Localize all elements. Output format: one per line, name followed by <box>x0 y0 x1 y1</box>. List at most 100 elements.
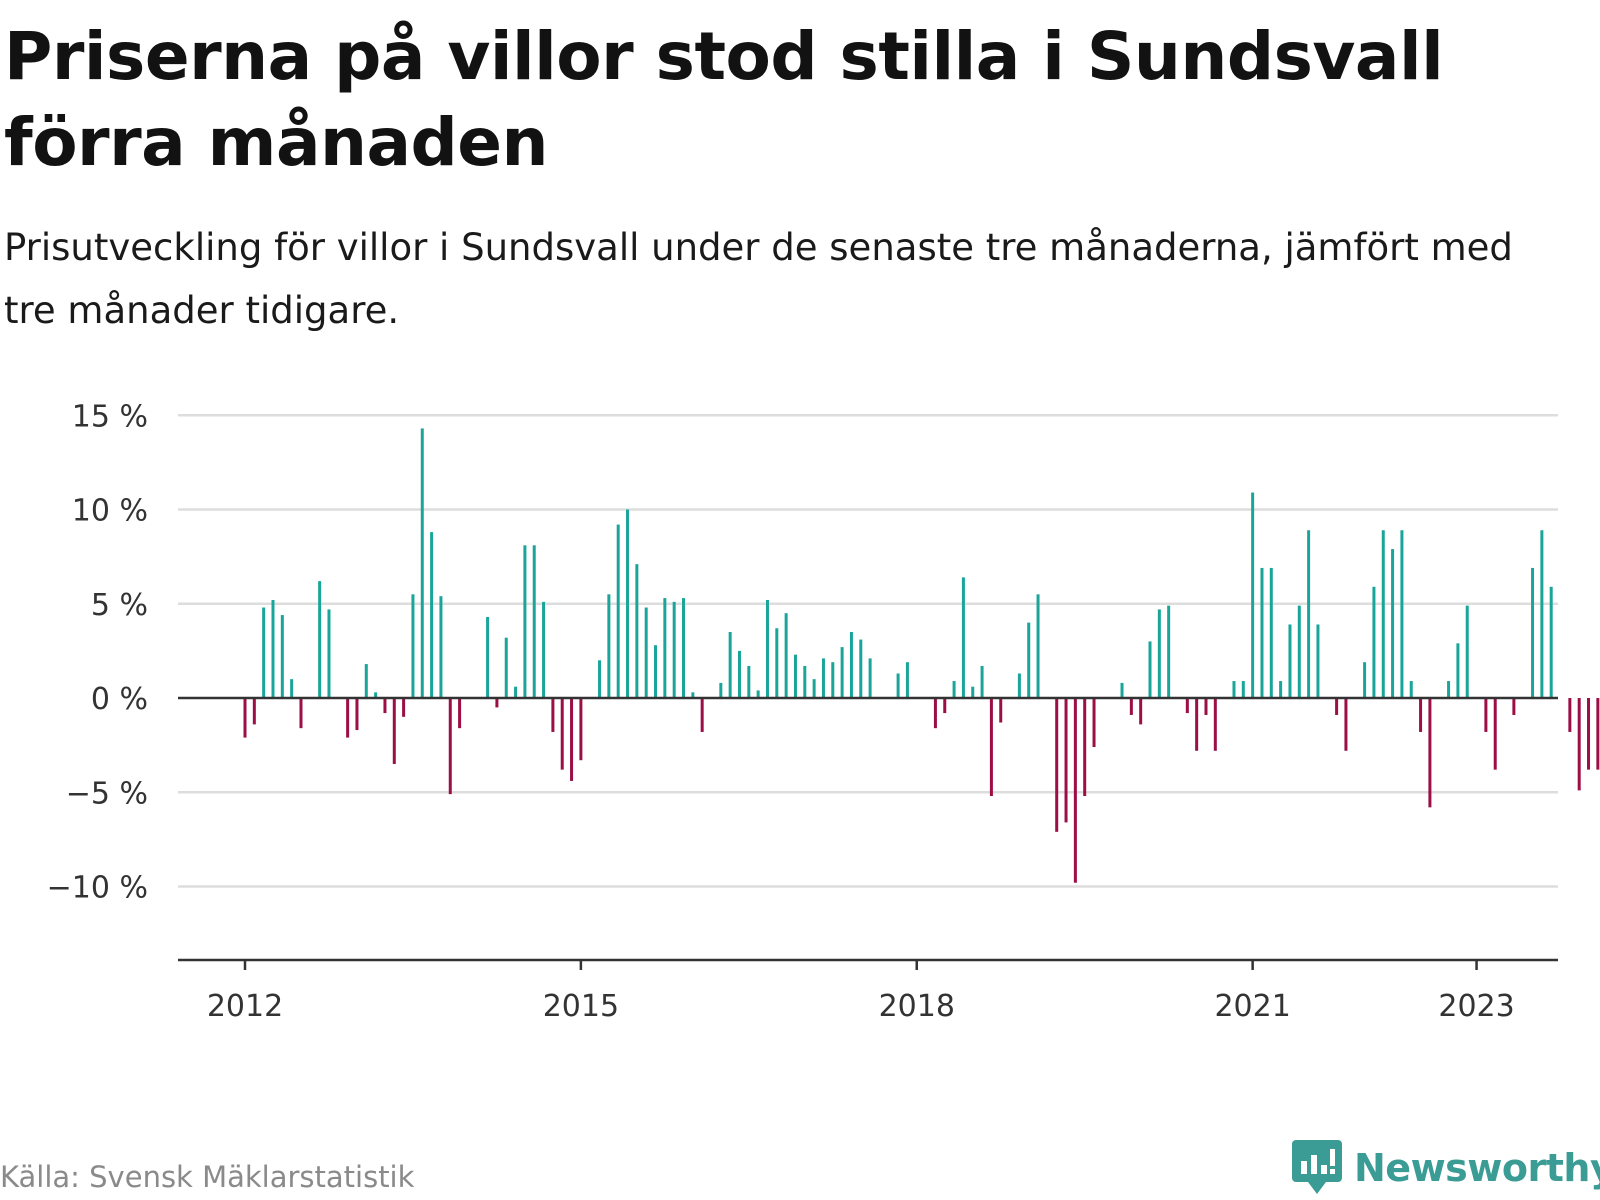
y-tick-label: 5 % <box>91 588 148 623</box>
bar <box>448 698 452 795</box>
bar <box>355 698 359 731</box>
bar <box>458 698 462 729</box>
bar <box>980 665 984 698</box>
bar <box>495 698 499 708</box>
y-axis-labels: 15 % 10 % 5 % 0 % −5 % −10 % <box>47 399 148 905</box>
bar <box>1083 698 1087 797</box>
bar <box>896 673 900 698</box>
bar <box>551 698 555 732</box>
bar <box>1391 549 1395 698</box>
bar <box>514 686 518 698</box>
bar <box>1409 681 1413 698</box>
bar <box>523 545 527 698</box>
bar <box>616 524 620 698</box>
bar <box>486 616 490 698</box>
bar <box>1316 624 1320 698</box>
bar <box>1092 698 1096 748</box>
bar-chart: 15 % 10 % 5 % 0 % −5 % −10 % 2012 2015 2018 2021… <box>47 399 1600 1024</box>
bar <box>635 564 639 698</box>
bar <box>812 679 816 698</box>
bar <box>1540 530 1544 698</box>
bar <box>943 698 947 714</box>
bar <box>1512 698 1516 715</box>
bar <box>290 679 294 698</box>
bar <box>598 660 602 698</box>
y-tick-label: −10 % <box>47 871 148 906</box>
bar <box>1073 698 1077 883</box>
brand-logo: Newsworthy <box>1292 1140 1600 1196</box>
bar <box>663 598 667 698</box>
bar <box>775 628 779 698</box>
bar <box>299 698 303 729</box>
bar <box>1381 530 1385 698</box>
bar <box>1148 641 1152 698</box>
bar <box>1027 622 1031 698</box>
bar <box>1596 698 1600 770</box>
bar <box>318 581 322 698</box>
bar <box>999 698 1003 723</box>
bar <box>271 599 275 698</box>
bar <box>756 690 760 698</box>
bar <box>1241 681 1245 698</box>
bar <box>1493 698 1497 770</box>
bar <box>626 509 630 698</box>
bar <box>262 607 266 698</box>
bar <box>1288 624 1292 698</box>
bar <box>672 601 676 698</box>
x-tick-label: 2021 <box>1214 989 1290 1024</box>
bar <box>719 682 723 698</box>
bar <box>383 698 387 714</box>
bar <box>682 598 686 698</box>
bar <box>439 596 443 698</box>
bar <box>1232 681 1236 698</box>
bar <box>1269 567 1273 698</box>
bar <box>1400 530 1404 698</box>
newsworthy-logo-icon <box>1292 1140 1342 1194</box>
bar <box>1568 698 1572 732</box>
bar <box>1167 605 1171 698</box>
bar <box>1251 492 1255 698</box>
bar <box>542 601 546 698</box>
bar <box>560 698 564 770</box>
bar <box>532 545 536 698</box>
bar <box>849 632 853 698</box>
bar <box>430 532 434 698</box>
bar <box>952 681 956 698</box>
bar <box>1484 698 1488 732</box>
y-tick-label: 0 % <box>91 682 148 717</box>
bar <box>579 698 583 761</box>
bar <box>1419 698 1423 732</box>
bar <box>933 698 937 729</box>
bar <box>1185 698 1189 714</box>
bar <box>346 698 350 738</box>
bar <box>1055 698 1059 832</box>
bar <box>411 594 415 698</box>
bar <box>1549 586 1553 698</box>
bar <box>1372 586 1376 698</box>
y-tick-label: 15 % <box>72 399 148 434</box>
bar <box>1363 662 1367 698</box>
bar <box>1279 681 1283 698</box>
bar <box>1335 698 1339 715</box>
y-tick-label: 10 % <box>72 494 148 529</box>
bar <box>1260 567 1264 698</box>
bar <box>1139 698 1143 725</box>
bar <box>691 692 695 698</box>
bar <box>840 647 844 698</box>
x-tick-label: 2023 <box>1438 989 1514 1024</box>
x-tick-label: 2015 <box>543 989 619 1024</box>
bar <box>831 662 835 698</box>
bar <box>1213 698 1217 751</box>
axes <box>178 696 1558 970</box>
bar <box>1195 698 1199 751</box>
x-tick-label: 2012 <box>207 989 283 1024</box>
bar <box>570 698 574 781</box>
bar <box>784 613 788 698</box>
bar <box>1157 609 1161 698</box>
bar <box>243 698 247 738</box>
bar <box>1577 698 1581 791</box>
bar <box>420 428 424 698</box>
bar <box>1587 698 1591 770</box>
bar <box>644 607 648 698</box>
bar <box>1428 698 1432 808</box>
